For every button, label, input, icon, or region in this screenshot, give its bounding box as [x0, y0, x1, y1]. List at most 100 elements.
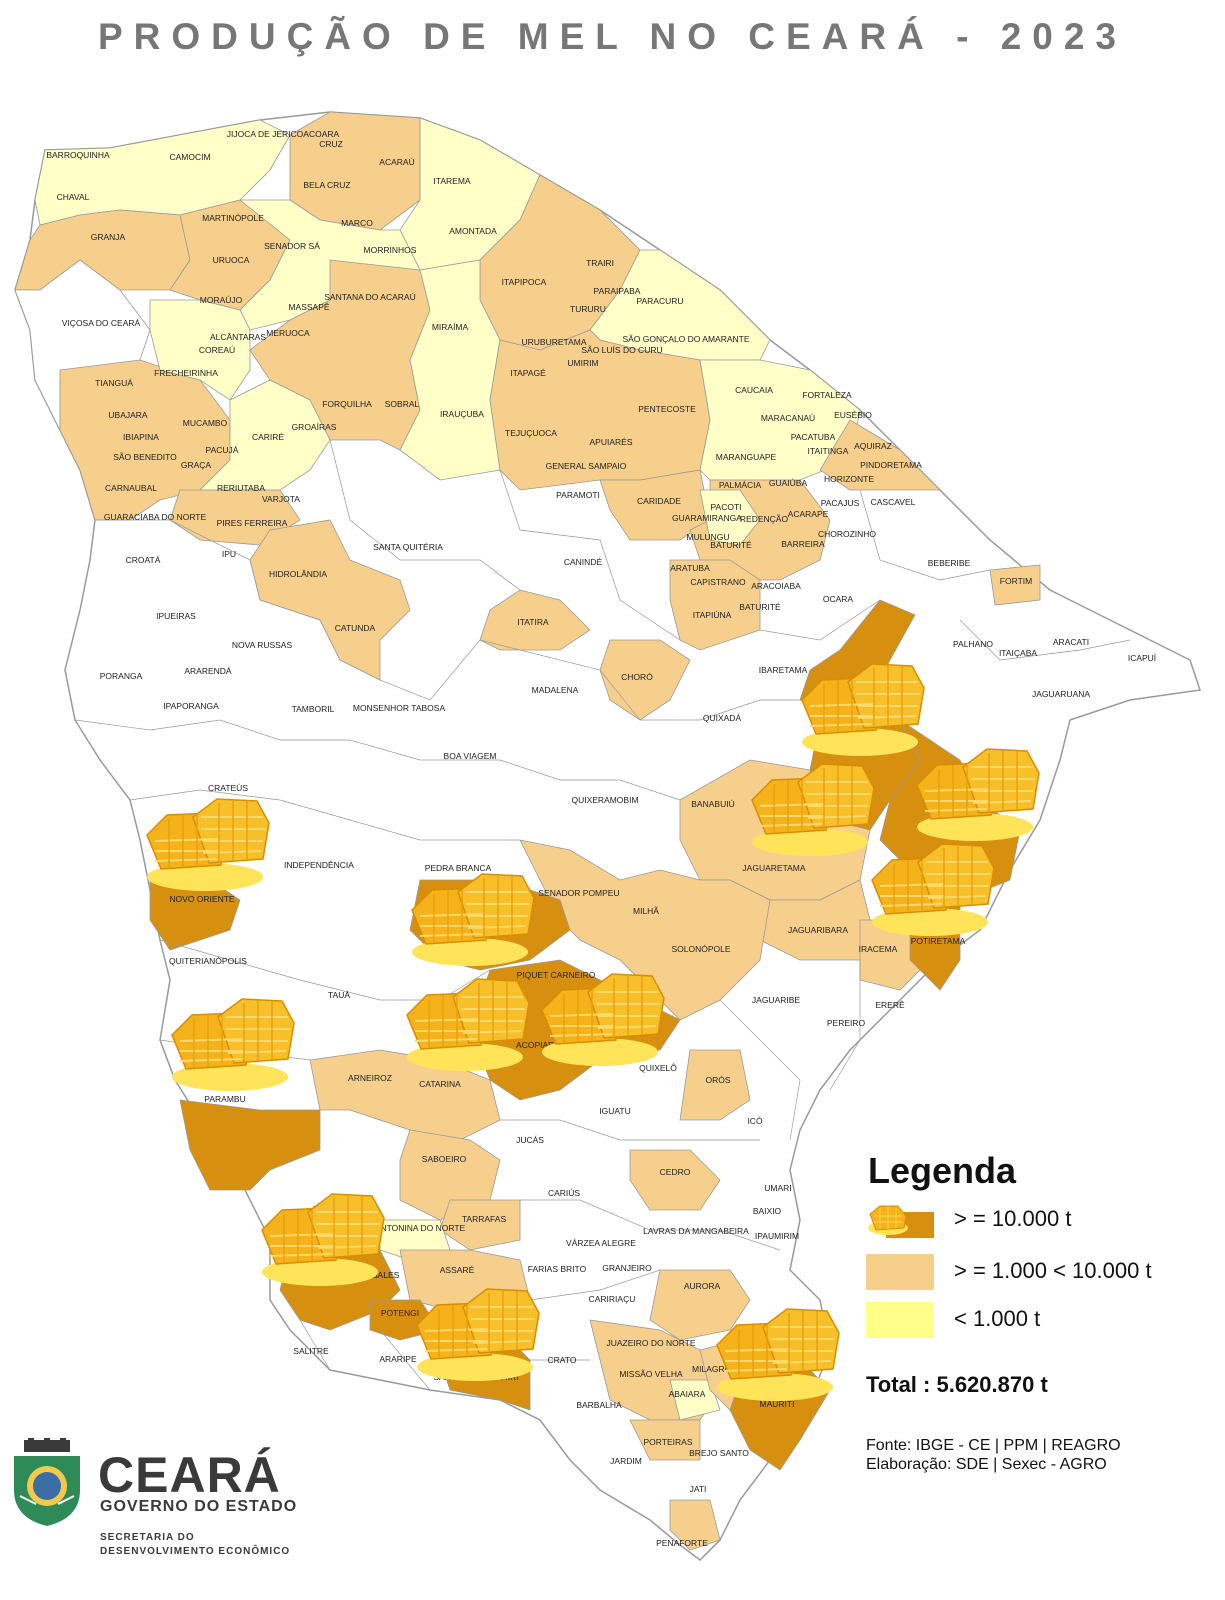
municipality-label: URUBURETAMA: [521, 337, 586, 347]
municipality-label: IPUEIRAS: [156, 611, 196, 621]
municipality-label: PARAMBU: [204, 1094, 245, 1104]
municipality-label: IRACEMA: [859, 944, 898, 954]
municipality-label: ACARAÚ: [379, 157, 414, 167]
municipality-label: JAGUARIBARA: [788, 925, 848, 935]
municipality-label: BATURITÉ: [739, 602, 781, 612]
municipality-label: RERIUTABA: [217, 483, 265, 493]
municipality-label: POTENGI: [381, 1308, 419, 1318]
municipality-label: VARJOTA: [262, 494, 300, 504]
honeycomb-icon: [916, 748, 1040, 841]
municipality-label: MORRINHOS: [364, 245, 417, 255]
municipality-label: IPAPORANGA: [163, 701, 219, 711]
municipality-label: BELA CRUZ: [303, 180, 350, 190]
municipality-label: MARACANAÚ: [761, 413, 815, 423]
municipality-label: ITAIÇABA: [999, 648, 1037, 658]
honeycomb-icon: [801, 663, 925, 756]
municipality-label: BARBALHA: [576, 1400, 622, 1410]
municipality-label: BREJO SANTO: [689, 1448, 749, 1458]
municipality-label: PENAFORTE: [656, 1538, 708, 1548]
municipality-label: TAMBORIL: [292, 704, 335, 714]
municipality-label: FORTALEZA: [802, 390, 852, 400]
municipality-label: APUIARÉS: [590, 437, 633, 447]
municipality-label: ITAITINGA: [808, 446, 849, 456]
legend: Legenda > = 10.000 t > = 1.000 < 10.000 …: [860, 1150, 1220, 1400]
region-penaforte-medium: [669, 1499, 721, 1551]
municipality-label: CASCAVEL: [871, 497, 916, 507]
municipality-label: TRAIRI: [586, 258, 614, 268]
municipality-label: MILHÃ: [633, 906, 659, 916]
municipality-label: JAGUARUANA: [1032, 689, 1090, 699]
municipality-label: AMONTADA: [449, 226, 497, 236]
municipality-label: IPU: [222, 549, 236, 559]
honeycomb-icon: [411, 873, 535, 966]
municipality-label: PIQUET CARNEIRO: [517, 970, 596, 980]
municipality-label: PACOTI: [710, 502, 741, 512]
municipality-label: TIANGUÁ: [95, 378, 133, 388]
logo-secretaria-line2: DESENVOLVIMENTO ECONÔMICO: [100, 1546, 291, 1557]
legend-item-high: > = 10.000 t: [860, 1200, 1220, 1240]
map-title: PRODUÇÃO DE MEL NO CEARÁ - 2023: [97, 16, 1128, 57]
municipality-label: LAVRAS DA MANGABEIRA: [643, 1226, 749, 1236]
municipality-label: SÃO BENEDITO: [113, 452, 177, 462]
municipality-label: ACOPIARA: [516, 1040, 560, 1050]
municipality-label: CARIRIAÇU: [589, 1294, 636, 1304]
municipality-label: ITAREMA: [433, 176, 470, 186]
municipality-label: COREAÚ: [199, 345, 235, 355]
municipality-label: AURORA: [684, 1281, 721, 1291]
municipality-label: UMIRIM: [567, 358, 598, 368]
logo-wordmark: CEARÁ: [98, 1447, 281, 1503]
municipality-label: ICÓ: [747, 1116, 763, 1126]
municipality-label: CHAVAL: [57, 192, 90, 202]
legend-total: Total : 5.620.870 t: [866, 1372, 1048, 1397]
municipality-label: GENERAL SAMPAIO: [546, 461, 627, 471]
municipality-label: SALITRE: [293, 1346, 329, 1356]
honeycomb-icon: [261, 1193, 385, 1286]
municipality-label: GRAÇA: [181, 460, 212, 470]
municipality-label: IPAUMIRIM: [755, 1231, 799, 1241]
municipality-label: VÁRZEA ALEGRE: [566, 1238, 636, 1248]
region-itapiuna-medium: [669, 559, 761, 651]
logo-subtitle: GOVERNO DO ESTADO: [100, 1498, 298, 1515]
municipality-label: TAUÁ: [328, 990, 350, 1000]
honeycomb-markers: [146, 663, 1040, 1401]
municipality-label: JAGUARIBE: [752, 995, 801, 1005]
municipality-label: ARACATI: [1053, 637, 1089, 647]
municipality-label: CARIDADE: [637, 496, 681, 506]
municipality-label: JUCÁS: [516, 1135, 544, 1145]
municipality-label: MONSENHOR TABOSA: [353, 703, 446, 713]
municipality-label: ARATUBA: [670, 563, 710, 573]
region-fills: [14, 111, 1041, 1551]
municipality-label: PACATUBA: [791, 432, 836, 442]
municipality-label: CRATO: [548, 1355, 577, 1365]
region-cedro-medium: [629, 1149, 721, 1211]
legend-title: Legenda: [868, 1150, 1017, 1191]
municipality-label: MARANGUAPE: [716, 452, 777, 462]
municipality-label: CAPISTRANO: [690, 577, 746, 587]
municipality-label: CRATEÚS: [208, 783, 248, 793]
municipality-label: ALCÂNTARAS: [210, 332, 266, 342]
honeycomb-icon: [171, 998, 295, 1091]
municipality-label: JUAZEIRO DO NORTE: [606, 1338, 695, 1348]
municipality-label: GUARACIABA DO NORTE: [104, 512, 207, 522]
municipality-label: CHORÓ: [621, 672, 653, 682]
municipality-label: PARACURU: [636, 296, 683, 306]
municipality-label: ITAPAGÉ: [510, 368, 546, 378]
municipality-label: PARAIPABA: [594, 286, 641, 296]
municipality-label: SABOEIRO: [422, 1154, 467, 1164]
region-oros-medium: [679, 1049, 751, 1121]
municipality-label: CARIRÉ: [252, 432, 284, 442]
municipality-label: JATI: [690, 1484, 707, 1494]
municipality-label: GUAIÚBA: [769, 478, 808, 488]
municipality-label: POTIRETAMA: [911, 936, 966, 946]
municipality-label: MAURITI: [760, 1399, 795, 1409]
municipality-label: ICAPUÍ: [1128, 653, 1157, 663]
municipality-label: PIRES FERREIRA: [217, 518, 288, 528]
municipality-label: TEJUÇUOCA: [505, 428, 557, 438]
municipality-label: MASSAPÊ: [288, 302, 329, 312]
region-miraima-low: [399, 259, 501, 481]
municipality-label: BARROQUINHA: [46, 150, 110, 160]
municipality-label: CEDRO: [660, 1167, 691, 1177]
municipality-label: ARARENDÁ: [184, 666, 232, 676]
municipality-label: REDENÇÃO: [740, 514, 789, 524]
municipality-label: EUSÉBIO: [834, 410, 872, 420]
